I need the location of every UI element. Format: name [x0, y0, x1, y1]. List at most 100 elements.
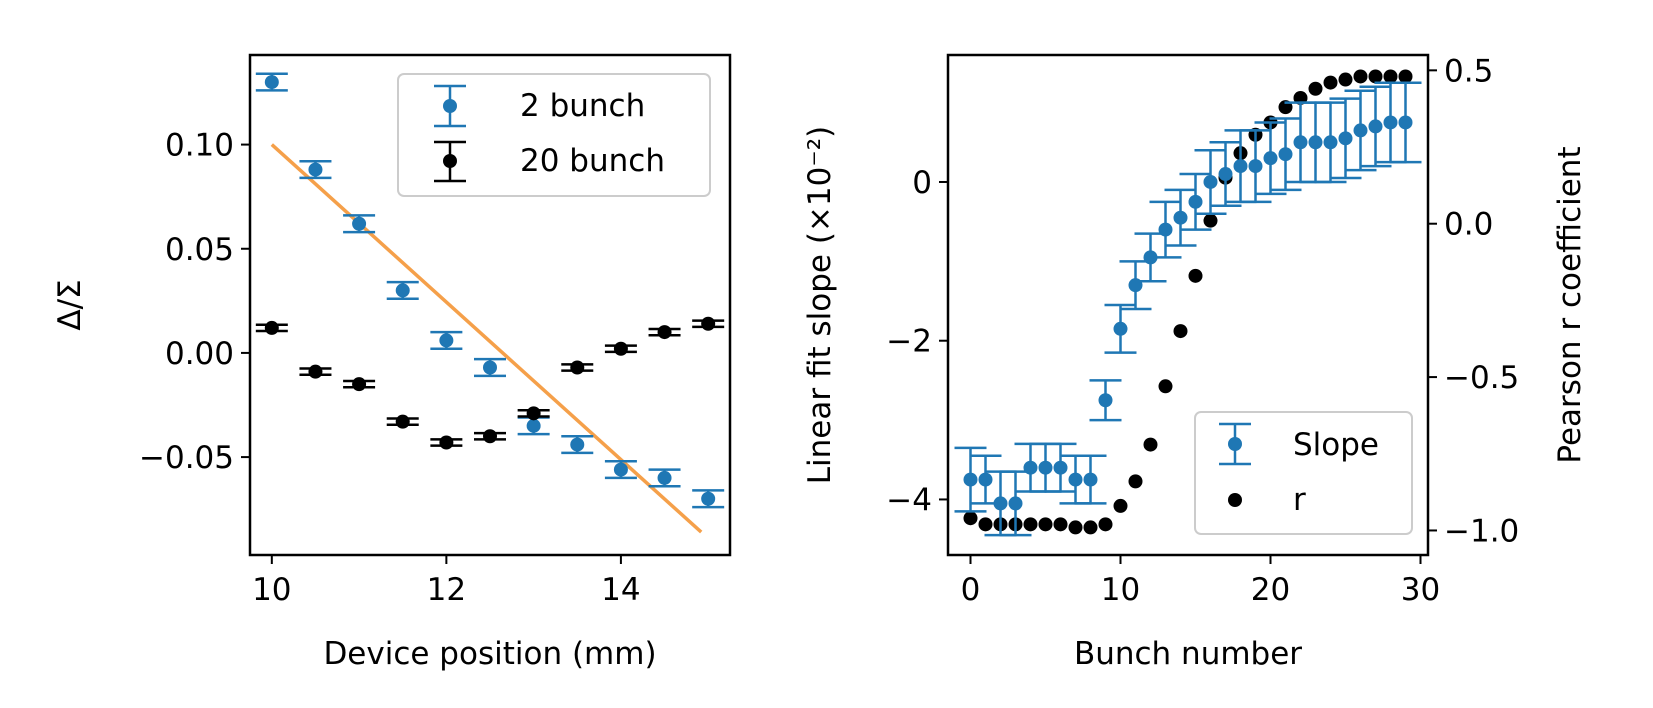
right-r-point: [963, 511, 978, 526]
right-slope-point-marker: [1248, 159, 1263, 174]
left-point-two-bunch-marker: [483, 360, 497, 375]
right-slope-point-marker: [1203, 174, 1218, 189]
left-y-tick-label: 0.00: [165, 336, 234, 372]
right-slope-point: [1164, 188, 1197, 247]
left-point-twenty-bunch-marker: [264, 320, 279, 335]
left-point-two-bunch: [299, 160, 332, 180]
right-slope-point: [1089, 379, 1122, 422]
left-point-two-bunch-marker: [439, 333, 454, 348]
right-slope-point-marker: [1038, 460, 1053, 475]
right-r-point: [978, 517, 993, 532]
left-legend-handle-20-bunch-marker: [443, 154, 457, 168]
right-right-y-tick-label: −1.0: [1444, 513, 1519, 549]
right-slope-point-marker: [1068, 472, 1083, 487]
right-x-tick-label: 30: [1401, 572, 1440, 608]
right-slope-point-marker: [1233, 159, 1248, 174]
right-x-tick-label: 10: [1101, 572, 1140, 608]
right-legend-label-r: r: [1293, 482, 1306, 518]
left-x-tick-label: 12: [427, 572, 466, 608]
right-slope-point: [1119, 260, 1152, 311]
right-left-y-axis-label: Linear fit slope (×10⁻²): [802, 126, 838, 484]
left-y-tick-label: 0.05: [165, 232, 234, 268]
right-slope-point: [1029, 442, 1062, 493]
right-slope-point: [1344, 89, 1377, 172]
right-r-point: [1053, 517, 1068, 532]
left-y-tick-label: −0.05: [139, 440, 234, 476]
right-plot-content: 0 10 20 30 0 −2 −4 0.5 0.0 −0.5 −1.0: [886, 53, 1519, 608]
right-slope-point: [1179, 172, 1212, 231]
right-slope-point-marker: [1263, 151, 1278, 166]
right-slope-point-marker: [1053, 460, 1068, 475]
left-point-twenty-bunch-marker: [395, 414, 410, 429]
left-point-twenty-bunch-marker: [701, 316, 716, 331]
left-point-two-bunch: [692, 489, 725, 509]
left-point-twenty-bunch: [299, 364, 332, 379]
right-legend-marker-r: [1228, 493, 1242, 507]
right-right-y-axis-label: Pearson r coefficient: [1552, 146, 1588, 463]
left-point-two-bunch-marker: [395, 283, 410, 298]
right-slope-point: [1044, 442, 1077, 493]
left-point-twenty-bunch: [561, 360, 594, 375]
left-point-two-bunch: [474, 357, 506, 378]
left-point-twenty-bunch: [255, 320, 288, 335]
left-point-two-bunch-marker: [264, 75, 279, 90]
left-point-twenty-bunch: [474, 429, 506, 444]
right-slope-point-marker: [1188, 194, 1203, 209]
right-r-point: [1188, 268, 1203, 283]
right-slope-point-marker: [1398, 115, 1413, 130]
left-point-two-bunch: [255, 72, 288, 92]
left-x-tick-label: 14: [601, 572, 640, 608]
right-r-point: [1173, 324, 1188, 339]
left-legend-label-2-bunch: 2 bunch: [520, 88, 645, 124]
right-r-point: [1038, 517, 1053, 532]
right-slope-point-marker: [1383, 115, 1398, 130]
right-legend-handle-slope: [1219, 422, 1251, 466]
right-left-y-tick-label: 0: [912, 165, 932, 201]
left-plot-frame: [248, 53, 732, 557]
right-r-point: [1308, 81, 1323, 96]
right-slope-point: [1149, 200, 1182, 259]
right-x-tick-label: 0: [961, 572, 981, 608]
right-slope-point-marker: [1023, 460, 1038, 475]
left-point-twenty-bunch: [343, 377, 376, 392]
right-slope-point-marker: [963, 472, 978, 487]
left-point-two-bunch-marker: [613, 462, 628, 477]
right-slope-point: [1269, 117, 1302, 192]
left-point-twenty-bunch: [430, 435, 463, 450]
left-point-two-bunch: [648, 468, 681, 488]
right-plot-frame: [946, 53, 1430, 557]
right-slope-point-marker: [993, 496, 1008, 511]
right-slope-point-marker: [1353, 123, 1368, 138]
left-x-axis-label: Device position (mm): [323, 636, 656, 672]
right-legend: Slope r: [1194, 411, 1413, 535]
left-point-two-bunch-marker: [701, 491, 716, 506]
left-legend-marker-2-bunch: [434, 84, 466, 128]
right-r-point: [1128, 474, 1143, 489]
right-slope-point-marker: [1083, 472, 1098, 487]
right-slope-point: [1239, 129, 1272, 204]
left-y-axis-label: Δ/Σ: [52, 279, 88, 330]
right-slope-point: [1389, 81, 1422, 164]
right-r-point: [1338, 72, 1353, 87]
right-r-point: [1383, 69, 1398, 84]
right-x-axis-label: Bunch number: [1074, 636, 1302, 672]
left-point-two-bunch-marker: [526, 418, 541, 433]
right-legend-marker-slope: [1219, 422, 1251, 466]
right-x-tick-label: 20: [1251, 572, 1290, 608]
right-slope-point-marker: [1158, 222, 1173, 237]
right-slope-point: [1074, 454, 1107, 505]
left-legend-marker-20-bunch: [434, 140, 466, 183]
right-legend-handle-slope-marker: [1228, 437, 1242, 451]
right-r-point: [1323, 75, 1338, 90]
right-slope-point: [1329, 97, 1362, 180]
left-y-tick-label: 0.10: [165, 128, 234, 164]
right-r-point: [1398, 69, 1413, 84]
right-r-point: [1158, 379, 1173, 394]
left-point-twenty-bunch-marker: [308, 364, 323, 379]
left-point-two-bunch: [343, 214, 376, 234]
left-point-two-bunch-marker: [352, 216, 367, 231]
right-panel: 0 10 20 300−2−40.50.0−0.5−1.0 Bunch number …: [802, 53, 1588, 672]
right-left-y-tick-label: −4: [886, 482, 932, 518]
left-legend-handle-2-bunch-marker: [443, 99, 457, 113]
right-slope-point-marker: [1218, 167, 1233, 182]
